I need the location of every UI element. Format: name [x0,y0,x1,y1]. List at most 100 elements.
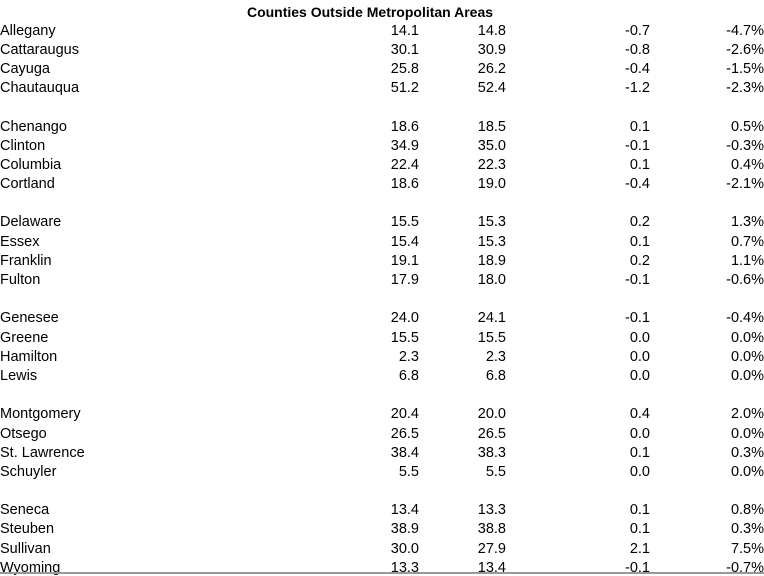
county-name-cell: Seneca [0,502,50,519]
value-col2-cell: 5.5 [485,463,506,480]
change-cell: -1.2 [625,80,650,97]
value-col2-cell: 18.9 [477,252,506,269]
table-row: Lewis 6.8 6.8 0.0 0.0% [0,366,764,385]
table-row: Seneca 13.4 13.3 0.1 0.8% [0,501,764,520]
percent-change-cell: 7.5% [730,540,764,557]
county-name-cell: Delaware [0,214,62,231]
percent-change-cell: -0.7% [726,559,764,576]
percent-change-cell: 0.0% [730,425,764,442]
value-col1-cell: 14.1 [390,22,419,39]
county-name-cell: Columbia [0,156,62,173]
table-row: Essex 15.4 15.3 0.1 0.7% [0,232,764,251]
value-col1-cell: 26.5 [390,425,419,442]
change-cell: 0.4 [629,406,650,423]
county-name-cell: Hamilton [0,348,58,365]
change-cell: 0.0 [629,367,650,384]
value-col1-cell: 15.5 [390,329,419,346]
value-col1-cell: 20.4 [390,406,419,423]
county-name-cell: Allegany [0,22,56,39]
value-col1-cell: 38.4 [390,444,419,461]
percent-change-cell: -2.6% [726,41,764,58]
value-col1-cell: 15.5 [390,214,419,231]
value-col2-cell: 15.3 [477,233,506,250]
value-col2-cell: 13.3 [477,502,506,519]
value-col1-cell: 30.1 [390,41,419,58]
value-col1-cell: 51.2 [390,80,419,97]
value-col2-cell: 52.4 [477,80,506,97]
change-cell: 0.2 [629,252,650,269]
group-spacer-row [0,482,764,501]
bottom-rule [0,572,764,574]
percent-change-cell: 0.8% [730,502,764,519]
county-name-cell: Chenango [0,118,67,135]
county-name-cell: Genesee [0,310,59,327]
percent-change-cell: -0.6% [726,272,764,289]
table-row: Cayuga 25.8 26.2 -0.4 -1.5% [0,59,764,78]
counties-table: Allegany 14.1 14.8 -0.7 -4.7% Cattaraugus 30.1… [0,21,764,576]
change-cell: 0.1 [629,233,650,250]
value-col1-cell: 18.6 [390,118,419,135]
table-row: Franklin 19.1 18.9 0.2 1.1% [0,251,764,270]
value-col1-cell: 30.0 [390,540,419,557]
value-col2-cell: 24.1 [477,310,506,327]
table-row: Clinton 34.9 35.0 -0.1 -0.3% [0,136,764,155]
percent-change-cell: 0.5% [730,118,764,135]
county-name-cell: Steuben [0,521,55,538]
value-col2-cell: 20.0 [477,406,506,423]
change-cell: 0.0 [629,329,650,346]
county-name-cell: Franklin [0,252,52,269]
table-row: Allegany 14.1 14.8 -0.7 -4.7% [0,21,764,40]
percent-change-cell: 1.1% [730,252,764,269]
change-cell: -0.1 [625,559,650,576]
county-name-cell: Schuyler [0,463,57,480]
percent-change-cell: -1.5% [726,60,764,77]
table-row: Hamilton 2.3 2.3 0.0 0.0% [0,347,764,366]
county-name-cell: Cortland [0,176,55,193]
value-col2-cell: 15.3 [477,214,506,231]
change-cell: 0.0 [629,425,650,442]
value-col1-cell: 19.1 [390,252,419,269]
table-row: Delaware 15.5 15.3 0.2 1.3% [0,213,764,232]
value-col2-cell: 18.5 [477,118,506,135]
county-name-cell: Clinton [0,137,46,154]
value-col1-cell: 25.8 [390,60,419,77]
percent-change-cell: 0.3% [730,521,764,538]
county-name-cell: St. Lawrence [0,444,85,461]
change-cell: 0.2 [629,214,650,231]
county-name-cell: Lewis [0,367,38,384]
value-col2-cell: 14.8 [477,22,506,39]
value-col1-cell: 18.6 [390,176,419,193]
percent-change-cell: 1.3% [730,214,764,231]
value-col1-cell: 17.9 [390,272,419,289]
county-name-cell: Sullivan [0,540,51,557]
value-col1-cell: 22.4 [390,156,419,173]
table-row: Fulton 17.9 18.0 -0.1 -0.6% [0,270,764,289]
table-title: Counties Outside Metropolitan Areas [246,4,494,20]
county-name-cell: Greene [0,329,49,346]
value-col2-cell: 6.8 [485,367,506,384]
value-col2-cell: 19.0 [477,176,506,193]
table-row: Cattaraugus 30.1 30.9 -0.8 -2.6% [0,40,764,59]
value-col1-cell: 5.5 [398,463,419,480]
percent-change-cell: -2.3% [726,80,764,97]
group-spacer-row [0,98,764,117]
table-row: Wyoming 13.3 13.4 -0.1 -0.7% [0,558,764,576]
percent-change-cell: 0.3% [730,444,764,461]
value-col2-cell: 27.9 [477,540,506,557]
table-row: Columbia 22.4 22.3 0.1 0.4% [0,155,764,174]
table-row: St. Lawrence 38.4 38.3 0.1 0.3% [0,443,764,462]
table-row: Schuyler 5.5 5.5 0.0 0.0% [0,462,764,481]
percent-change-cell: -0.4% [726,310,764,327]
value-col2-cell: 38.8 [477,521,506,538]
table-row: Chenango 18.6 18.5 0.1 0.5% [0,117,764,136]
percent-change-cell: 0.0% [730,367,764,384]
value-col1-cell: 38.9 [390,521,419,538]
value-col1-cell: 6.8 [398,367,419,384]
percent-change-cell: -2.1% [726,176,764,193]
change-cell: 0.0 [629,463,650,480]
table-row: Greene 15.5 15.5 0.0 0.0% [0,328,764,347]
value-col1-cell: 24.0 [390,310,419,327]
county-name-cell: Cattaraugus [0,41,79,58]
change-cell: -0.7 [625,22,650,39]
